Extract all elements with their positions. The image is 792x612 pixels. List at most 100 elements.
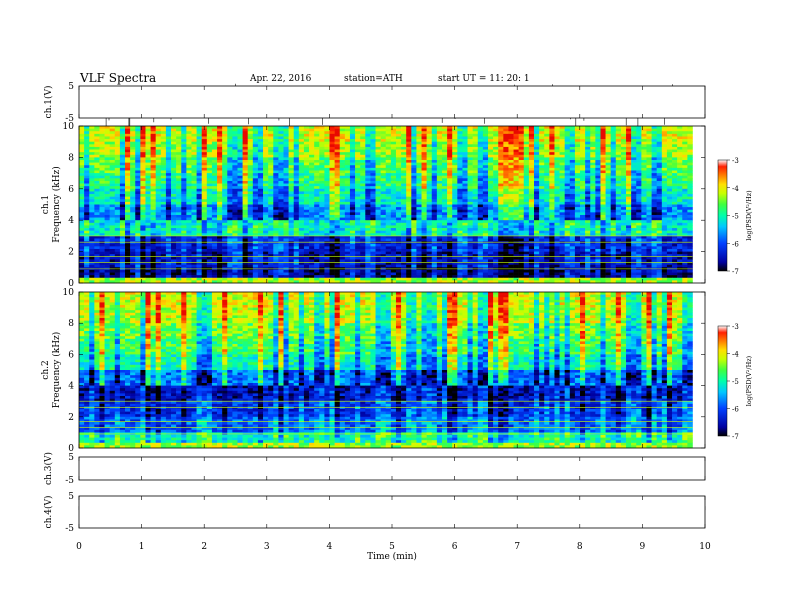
- spectrogram-cell: [135, 225, 140, 228]
- spectrogram-cell: [503, 218, 508, 221]
- spectrogram-cell: [156, 165, 161, 168]
- spectrogram-cell: [514, 215, 519, 218]
- spectrogram-cell: [508, 197, 513, 200]
- spectrogram-cell: [232, 152, 237, 155]
- spectrogram-cell: [314, 207, 319, 210]
- spectrogram-cell: [125, 207, 130, 210]
- spectrogram-cell: [544, 210, 549, 213]
- spectrogram-cell: [508, 202, 513, 205]
- spectrogram-cell: [406, 207, 411, 210]
- spectrogram-cell: [641, 152, 646, 155]
- spectrogram-cell: [330, 186, 335, 189]
- spectrogram-cell: [110, 139, 115, 142]
- spectrogram-cell: [590, 136, 595, 139]
- spectrogram-cell: [89, 170, 94, 173]
- spectrogram-cell: [478, 144, 483, 147]
- spectrogram-cell: [130, 205, 135, 208]
- spectrogram-cell: [125, 155, 130, 158]
- spectrogram-cell: [171, 231, 176, 234]
- spectrogram-cell: [641, 220, 646, 223]
- spectrogram-cell: [319, 126, 324, 129]
- spectrogram-cell: [616, 186, 621, 189]
- spectrogram-cell: [105, 231, 110, 234]
- spectrogram-cell: [570, 199, 575, 202]
- spectrogram-cell: [565, 163, 570, 166]
- spectrogram-cell: [590, 184, 595, 187]
- spectrogram-cell: [125, 178, 130, 181]
- spectrogram-cell: [258, 165, 263, 168]
- spectrogram-cell: [340, 176, 345, 179]
- spectrogram-cell: [258, 155, 263, 158]
- spectrogram-cell: [483, 231, 488, 234]
- spectrogram-cell: [498, 157, 503, 160]
- spectrogram-cell: [687, 142, 692, 145]
- spectrogram-cell: [534, 207, 539, 210]
- spectrogram-cell: [468, 155, 473, 158]
- spectrogram-cell: [503, 223, 508, 226]
- spectrogram-cell: [355, 197, 360, 200]
- spectrogram-cell: [350, 223, 355, 226]
- spectrogram-cell: [667, 194, 672, 197]
- spectrogram-cell: [616, 160, 621, 163]
- spectrogram-cell: [560, 212, 565, 215]
- spectrogram-cell: [130, 191, 135, 194]
- spectrogram-cell: [253, 212, 258, 215]
- spectrogram-cell: [191, 134, 196, 137]
- spectrogram-cell: [237, 168, 242, 171]
- spectrogram-cell: [115, 212, 120, 215]
- spectrogram-cell: [120, 184, 125, 187]
- spectrogram-cell: [636, 126, 641, 129]
- spectrogram-cell: [672, 131, 677, 134]
- spectrogram-cell: [248, 181, 253, 184]
- spectrogram-cell: [662, 147, 667, 150]
- spectrogram-cell: [376, 207, 381, 210]
- spectrogram-cell: [145, 228, 150, 231]
- spectrogram-cell: [611, 152, 616, 155]
- spectrogram-cell: [115, 178, 120, 181]
- spectrogram-cell: [304, 205, 309, 208]
- spectrogram-cell: [641, 173, 646, 176]
- spectrogram-cell: [646, 191, 651, 194]
- spectrogram-cell: [181, 178, 186, 181]
- spectrogram-cell: [370, 170, 375, 173]
- spectrogram-cell: [376, 139, 381, 142]
- spectrogram-cell: [161, 220, 166, 223]
- spectrogram-cell: [483, 129, 488, 132]
- spectrogram-cell: [621, 155, 626, 158]
- spectrogram-cell: [253, 207, 258, 210]
- spectrogram-cell: [243, 150, 248, 153]
- spectrogram-cell: [171, 212, 176, 215]
- spectrogram-cell: [401, 142, 406, 145]
- spectrogram-cell: [488, 186, 493, 189]
- spectrogram-cell: [176, 202, 181, 205]
- spectrogram-cell: [600, 199, 605, 202]
- spectrogram-cell: [166, 189, 171, 192]
- spectrogram-cell: [120, 136, 125, 139]
- spectrogram-cell: [330, 142, 335, 145]
- spectrogram-cell: [386, 163, 391, 166]
- spectrogram-cell: [508, 170, 513, 173]
- spectrogram-cell: [217, 155, 222, 158]
- spectrogram-cell: [120, 210, 125, 213]
- spectrogram-cell: [652, 202, 657, 205]
- spectrogram-cell: [534, 210, 539, 213]
- spectrogram-cell: [667, 147, 672, 150]
- spectrogram-cell: [268, 165, 273, 168]
- spectrogram-cell: [381, 220, 386, 223]
- spectrogram-cell: [524, 134, 529, 137]
- spectrogram-cell: [145, 163, 150, 166]
- spectrogram-cell: [263, 191, 268, 194]
- spectrogram-cell: [197, 210, 202, 213]
- spectrogram-cell: [319, 194, 324, 197]
- spectrogram-cell: [94, 176, 99, 179]
- spectrogram-cell: [227, 202, 232, 205]
- spectrogram-cell: [524, 186, 529, 189]
- spectrogram-cell: [212, 126, 217, 129]
- spectrogram-cell: [350, 191, 355, 194]
- spectrogram-cell: [636, 155, 641, 158]
- spectrogram-cell: [176, 144, 181, 147]
- spectrogram-cell: [386, 173, 391, 176]
- spectrogram-cell: [616, 228, 621, 231]
- spectrogram-cell: [355, 168, 360, 171]
- spectrogram-cell: [539, 210, 544, 213]
